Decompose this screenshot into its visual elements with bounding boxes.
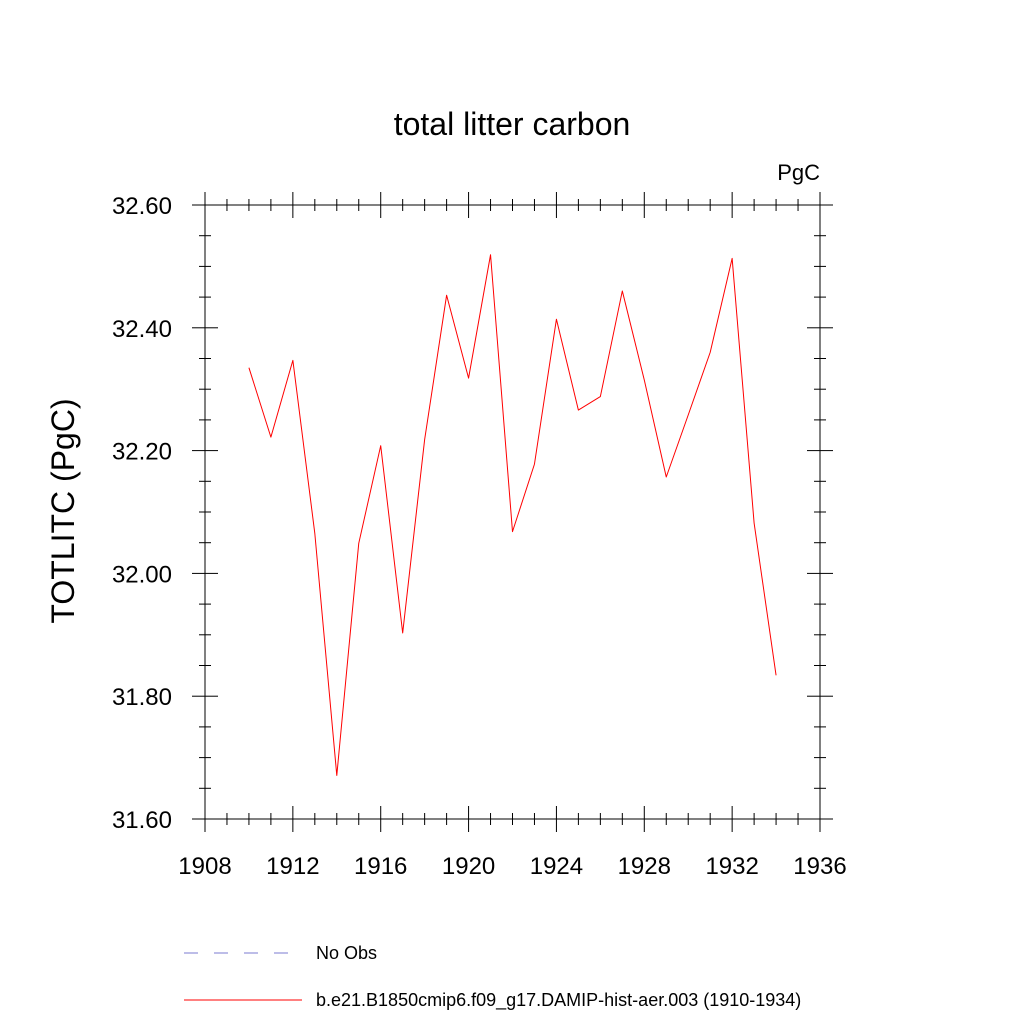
x-tick-label: 1924 xyxy=(530,853,583,880)
y-tick-label: 32.60 xyxy=(112,193,172,220)
y-axis: 31.60 31.80 32.00 32.20 32.40 32.60 xyxy=(112,193,833,834)
x-tick-label: 1912 xyxy=(266,853,319,880)
y-tick-label: 32.40 xyxy=(112,316,172,343)
x-tick-label: 1916 xyxy=(354,853,407,880)
series-line xyxy=(248,254,777,776)
y-tick-label: 32.00 xyxy=(112,561,172,588)
y-axis-label: TOTLITC (PgC) xyxy=(45,398,81,623)
x-axis: 1908 1912 1916 1920 1924 1928 1932 1936 xyxy=(178,192,847,880)
y-tick-label: 32.20 xyxy=(112,439,172,466)
plot-frame xyxy=(204,204,821,820)
legend: No Obs b.e21.B1850cmip6.f09_g17.DAMIP-hi… xyxy=(184,943,801,1011)
y-tick-label: 31.60 xyxy=(112,807,172,834)
legend-label-no-obs: No Obs xyxy=(316,943,377,963)
x-tick-label: 1928 xyxy=(618,853,671,880)
y-tick-label: 31.80 xyxy=(112,684,172,711)
x-tick-label: 1908 xyxy=(178,853,231,880)
series-layer xyxy=(248,254,777,776)
chart-title: total litter carbon xyxy=(394,106,631,142)
x-tick-label: 1932 xyxy=(705,853,758,880)
x-tick-label: 1920 xyxy=(442,853,495,880)
x-tick-label: 1936 xyxy=(793,853,846,880)
units-label: PgC xyxy=(777,160,820,185)
legend-label-model: b.e21.B1850cmip6.f09_g17.DAMIP-hist-aer.… xyxy=(316,990,801,1011)
